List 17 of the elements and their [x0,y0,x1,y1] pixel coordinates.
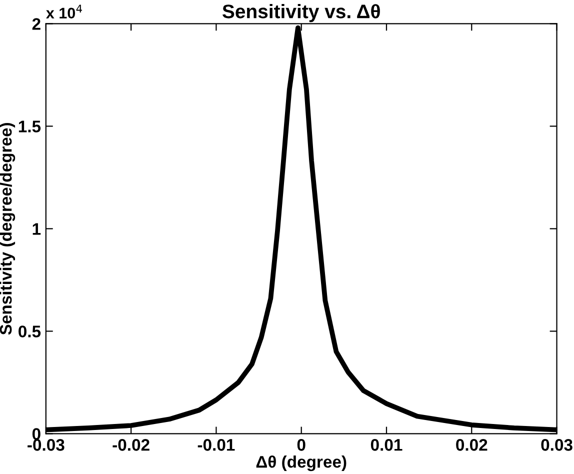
x-tick-label: 0.02 [456,439,488,451]
y-axis-title: Sensitivity (degree/degree) [0,123,16,335]
y-tick-label: 0.5 [18,326,41,338]
x-tick-label: 0.01 [370,439,402,451]
x-axis-title: Δθ (degree) [256,455,346,472]
x-tick-label: 0 [297,439,306,451]
y-tick-label: 0 [32,428,40,440]
y-tick-label: 2 [32,18,40,30]
x-tick-label: -0.02 [112,439,150,451]
x-tick-label: 0.03 [541,439,572,451]
x-tick-label: -0.03 [28,439,64,451]
chart-title: Sensitivity vs. Δθ [222,4,380,22]
y-tick-label: 1 [32,223,41,235]
y-tick-label: 1.5 [18,120,41,132]
text: x 10$^{4}$ [46,4,82,19]
line-series [46,25,557,432]
x-tick-label: -0.01 [198,439,235,451]
